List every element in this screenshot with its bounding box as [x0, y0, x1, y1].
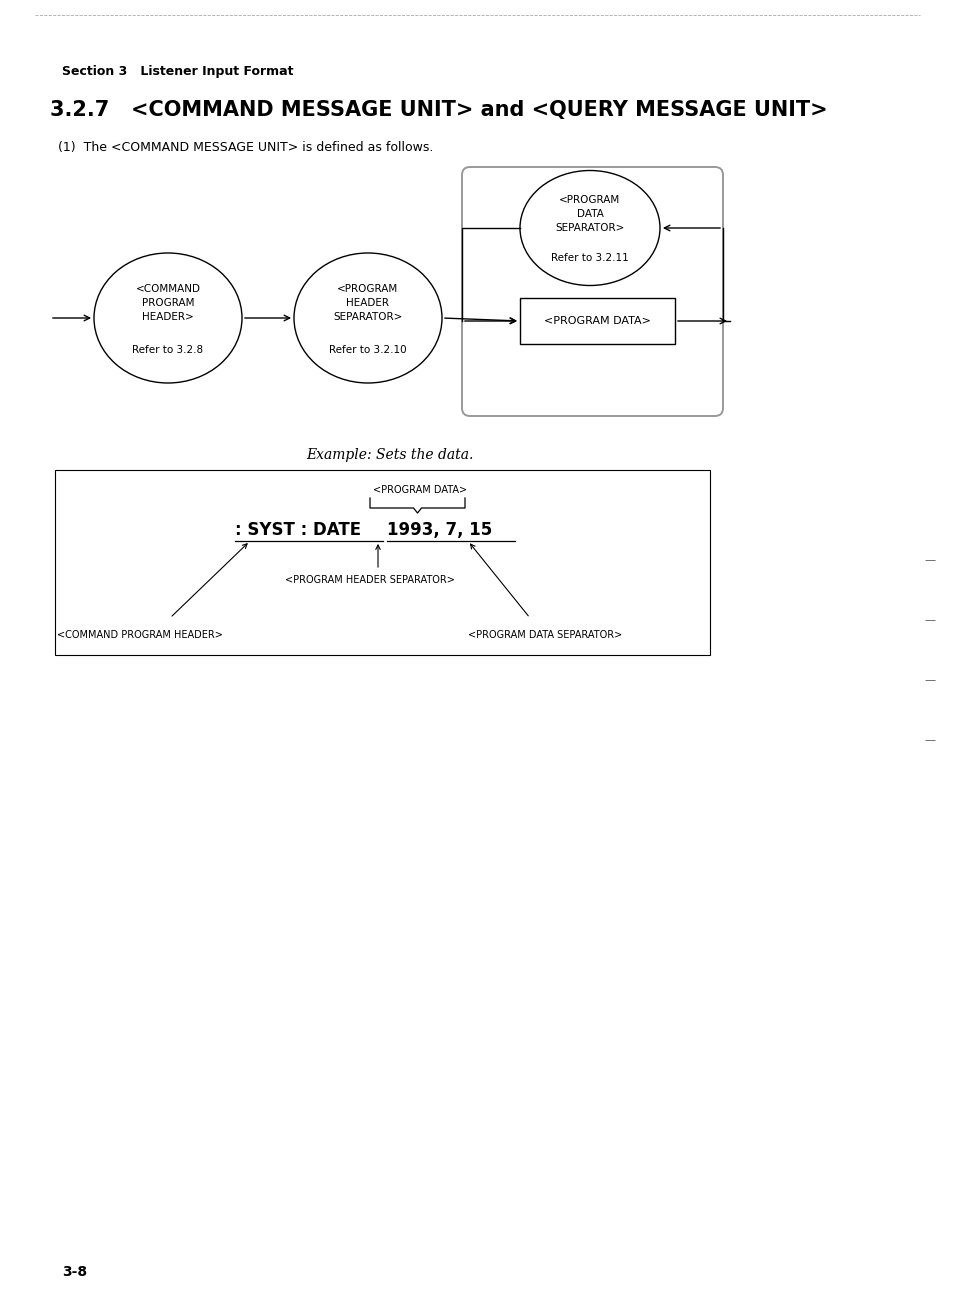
Text: (1)  The <COMMAND MESSAGE UNIT> is defined as follows.: (1) The <COMMAND MESSAGE UNIT> is define… [58, 141, 433, 155]
Text: Refer to 3.2.10: Refer to 3.2.10 [329, 345, 406, 355]
Text: —: — [923, 675, 935, 685]
Text: <PROGRAM HEADER SEPARATOR>: <PROGRAM HEADER SEPARATOR> [285, 575, 455, 586]
Bar [55, 470, 709, 655]
Text: <PROGRAM DATA>: <PROGRAM DATA> [543, 316, 650, 326]
Text: —: — [923, 735, 935, 745]
Text: <PROGRAM DATA>: <PROGRAM DATA> [373, 485, 467, 495]
Text: Section 3   Listener Input Format: Section 3 Listener Input Format [62, 66, 294, 79]
Text: —: — [923, 614, 935, 625]
Text: 3-8: 3-8 [62, 1265, 87, 1279]
Text: Refer to 3.2.11: Refer to 3.2.11 [551, 253, 628, 263]
Text: Example: Sets the data.: Example: Sets the data. [306, 448, 474, 462]
Text: : SYST : DATE: : SYST : DATE [234, 521, 361, 538]
Text: 3.2.7   <COMMAND MESSAGE UNIT> and <QUERY MESSAGE UNIT>: 3.2.7 <COMMAND MESSAGE UNIT> and <QUERY … [50, 100, 827, 121]
Text: —: — [923, 555, 935, 565]
Text: <PROGRAM
HEADER
SEPARATOR>: <PROGRAM HEADER SEPARATOR> [333, 284, 402, 322]
Text: 1993, 7, 15: 1993, 7, 15 [387, 521, 492, 538]
Text: <COMMAND
PROGRAM
HEADER>: <COMMAND PROGRAM HEADER> [135, 284, 200, 322]
Text: <PROGRAM
DATA
SEPARATOR>: <PROGRAM DATA SEPARATOR> [555, 195, 624, 233]
Text: Refer to 3.2.8: Refer to 3.2.8 [132, 345, 203, 355]
Bar [519, 297, 675, 345]
Text: <COMMAND PROGRAM HEADER>: <COMMAND PROGRAM HEADER> [57, 630, 223, 641]
Text: <PROGRAM DATA SEPARATOR>: <PROGRAM DATA SEPARATOR> [467, 630, 621, 641]
